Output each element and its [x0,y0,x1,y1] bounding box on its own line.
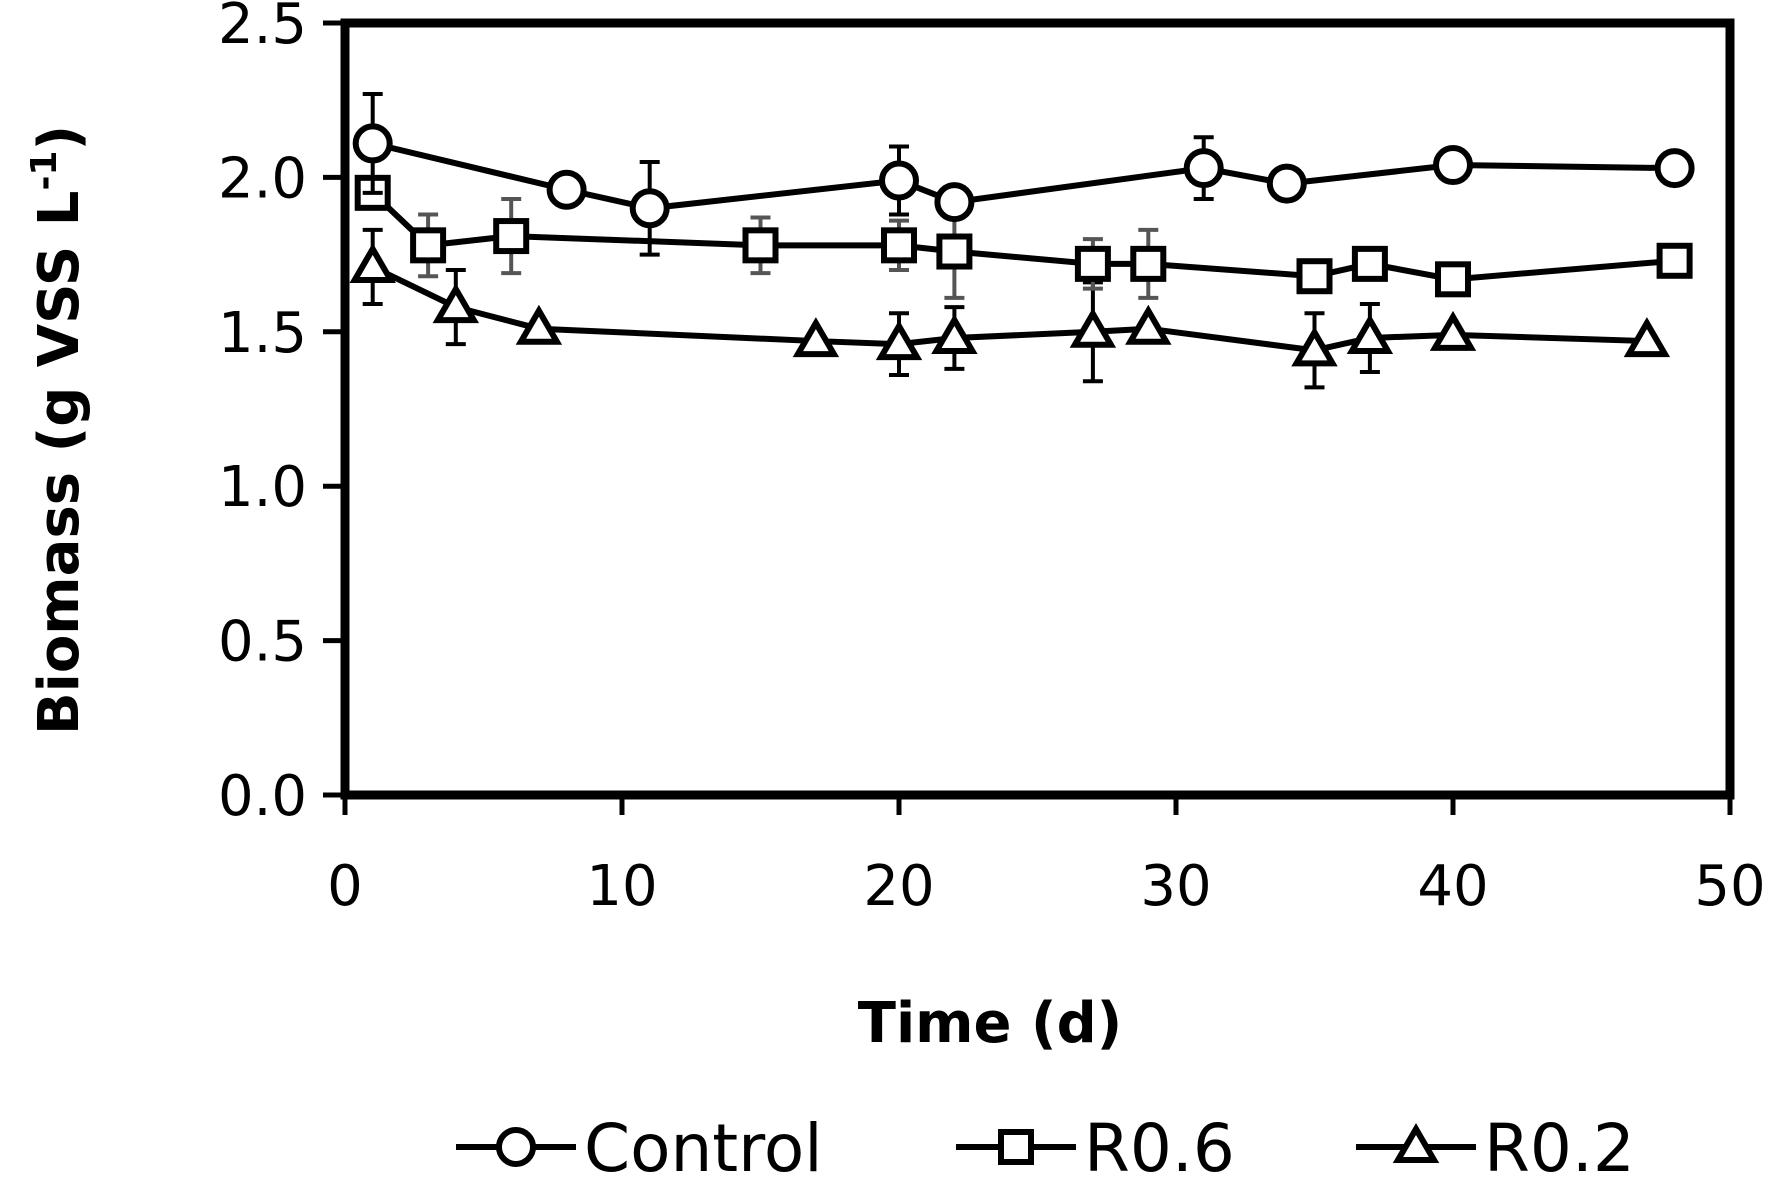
data-point-r0-2 [1291,326,1338,367]
data-point-r0-6 [1296,258,1333,295]
legend-marker-control [496,1127,536,1167]
data-point-r0-6 [493,218,530,255]
data-point-r0-2 [432,283,480,324]
data-point-r0-2 [931,314,978,354]
data-point-r0-6 [742,227,779,264]
data-point-r0-2 [1429,310,1477,351]
legend-marker-r0-2 [1392,1123,1440,1163]
data-point-control [1433,145,1473,186]
axis-ticks: 0.0 0.5 1.0 1.5 2.0 2.5 0 10 20 30 40 50 [218,0,1766,919]
data-point-r0-6 [936,233,973,270]
data-point-control [879,160,919,201]
x-tick-label: 10 [586,854,657,919]
data-point-r0-2 [1125,304,1172,345]
y-tick-label: 0.5 [218,610,307,675]
data-point-control [1266,163,1307,204]
y-tick-label: 2.5 [218,0,307,57]
series-r0-6 [354,174,1693,300]
legend-item-r0-6: R0.6 [956,1110,1235,1187]
data-point-r0-6 [1351,245,1388,282]
chart-marks [349,92,1695,390]
y-axis-title-close: ) [27,125,92,151]
data-point-r0-2 [875,320,923,361]
legend: Control R0.6 R0.2 [456,1110,1635,1187]
y-tick-label: 1.0 [218,455,307,520]
data-point-r0-6 [410,227,447,264]
data-point-r0-2 [349,242,396,283]
data-point-r0-2 [515,304,563,345]
x-tick-label: 20 [863,854,934,919]
data-point-r0-6 [1130,245,1167,282]
data-point-control [1654,148,1695,189]
legend-label-control: Control [584,1110,823,1187]
legend-label-r0-6: R0.6 [1084,1110,1235,1187]
series-r0-2 [349,227,1671,390]
x-tick-label: 50 [1694,854,1765,919]
data-point-control [546,169,587,210]
data-point-r0-2 [1069,307,1117,348]
data-point-r0-2 [1346,314,1394,354]
data-point-control [629,188,670,229]
data-point-r0-2 [792,317,840,358]
y-tick-label: 2.0 [218,146,307,211]
y-tick-label: 0.0 [218,764,307,829]
y-tick-label: 1.5 [218,301,307,366]
x-tick-label: 0 [327,854,363,919]
x-tick-label: 40 [1417,854,1488,919]
data-point-r0-2 [1623,317,1671,358]
data-point-r0-6 [1656,242,1693,279]
x-tick-label: 30 [1140,854,1211,919]
data-point-r0-6 [1074,245,1111,282]
plot-area-frame [340,18,1735,800]
data-point-control [1183,148,1224,189]
legend-marker-r0-6 [998,1129,1034,1165]
legend-item-control: Control [456,1110,823,1187]
x-axis-title: Time (d) [858,991,1123,1056]
legend-label-r0-2: R0.2 [1484,1110,1635,1187]
data-point-control [934,182,975,223]
series-line-r0-2 [371,264,1647,354]
data-point-r0-6 [881,227,917,264]
y-axis-title: Biomass (g VSS L-1) [24,125,92,735]
y-axis-title-main: Biomass (g VSS L [27,191,92,736]
legend-item-r0-2: R0.2 [1356,1110,1635,1187]
series-control [352,92,1695,257]
data-point-r0-6 [1435,261,1471,298]
data-point-control [352,123,393,164]
y-axis-title-superscript: -1 [24,151,65,191]
